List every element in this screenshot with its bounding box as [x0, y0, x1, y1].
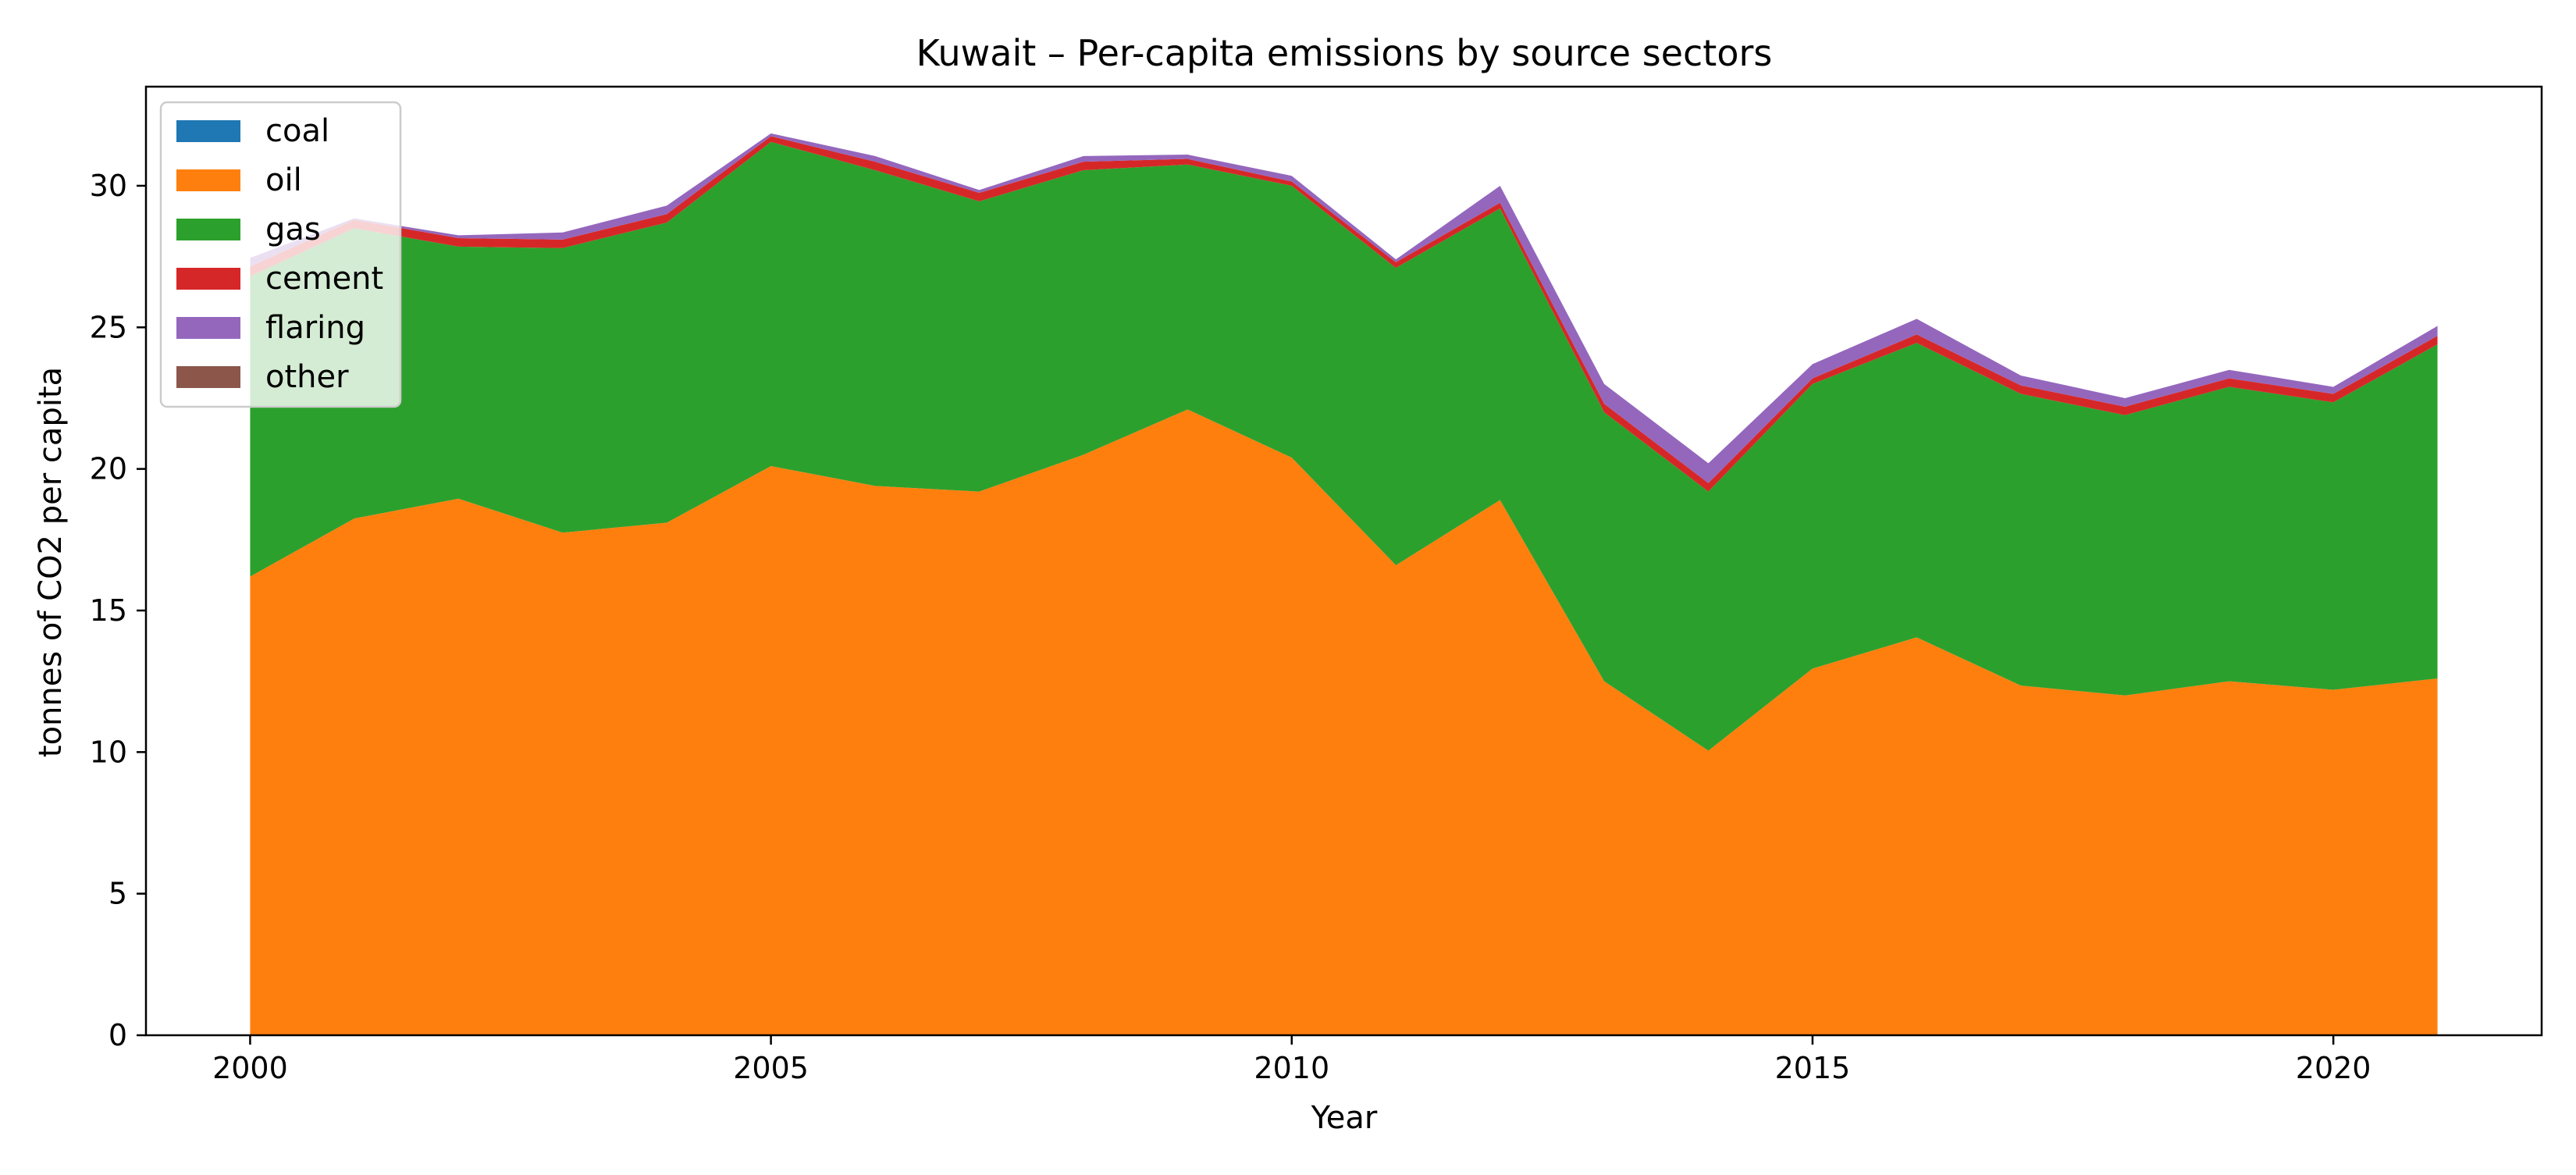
legend-swatch-oil	[176, 169, 240, 191]
y-axis-label: tonnes of CO2 per capita	[33, 367, 69, 757]
legend: coal oil gas cement flaring other	[159, 101, 402, 408]
area-gas	[250, 141, 2438, 751]
legend-label-oil: oil	[265, 162, 302, 198]
area-layers	[250, 133, 2438, 1035]
x-tick-label-2015: 2015	[1775, 1051, 1851, 1085]
legend-label-coal: coal	[265, 113, 329, 149]
y-tick-label-0: 0	[109, 1018, 127, 1052]
y-tick-label-30: 30	[90, 169, 127, 203]
chart-title: Kuwait – Per-capita emissions by source …	[916, 32, 1773, 74]
legend-swatch-flaring	[176, 317, 240, 339]
legend-swatch-coal	[176, 120, 240, 142]
x-tick-label-2005: 2005	[733, 1051, 809, 1085]
legend-swatch-gas	[176, 219, 240, 240]
y-axis: 0 5 10 15 20 25 30	[90, 169, 146, 1052]
area-oil	[250, 409, 2438, 1035]
y-tick-label-20: 20	[90, 452, 127, 486]
legend-label-other: other	[265, 359, 349, 395]
x-axis-label: Year	[1311, 1100, 1378, 1136]
legend-swatch-other	[176, 366, 240, 388]
legend-label-cement: cement	[265, 261, 383, 297]
plot-frame	[144, 85, 2543, 1037]
x-tick-label-2020: 2020	[2296, 1051, 2371, 1085]
x-tick-label-2000: 2000	[212, 1051, 288, 1085]
y-tick-label-25: 25	[90, 310, 127, 344]
y-tick-label-10: 10	[90, 735, 127, 769]
x-axis: 2000 2005 2010 2015 2020	[212, 1035, 2371, 1085]
y-tick-label-5: 5	[109, 877, 127, 911]
y-tick-label-15: 15	[90, 593, 127, 628]
legend-swatch-cement	[176, 268, 240, 290]
x-tick-label-2010: 2010	[1254, 1051, 1329, 1085]
legend-label-flaring: flaring	[265, 310, 365, 346]
legend-label-gas: gas	[265, 212, 321, 247]
